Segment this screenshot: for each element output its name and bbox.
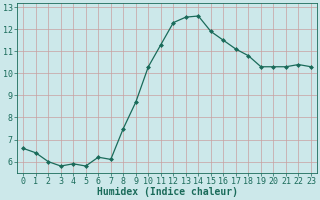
X-axis label: Humidex (Indice chaleur): Humidex (Indice chaleur) (97, 187, 237, 197)
